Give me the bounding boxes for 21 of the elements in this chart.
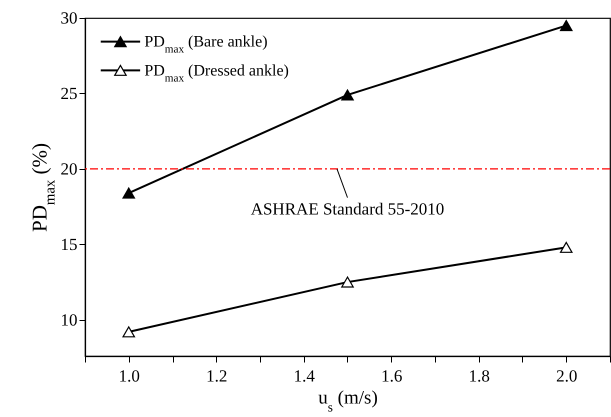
x-tick-label: 2.0 (556, 366, 578, 386)
y-tick-label: 20 (60, 159, 78, 178)
y-tick-label: 15 (60, 234, 78, 254)
legend-label: PD$_{max}$ (Dressed ankle) (144, 62, 289, 84)
ref-line-label: ASHRAE Standard 55-2010 (250, 199, 444, 218)
point (341, 89, 354, 100)
point (341, 276, 354, 288)
y-tick-label: 10 (60, 310, 78, 330)
x-tick-label: 1.6 (381, 366, 402, 386)
point (560, 20, 573, 32)
point (122, 188, 136, 199)
x-tick-label: 1.4 (294, 366, 316, 386)
point (560, 242, 573, 253)
x-tick-label: 1.0 (118, 366, 140, 386)
y-tick-label: 30 (60, 8, 78, 28)
point (122, 326, 136, 338)
x-tick-label: 1.2 (206, 366, 228, 386)
x-axis-title: u$_{s}$ (m/s) (318, 388, 378, 414)
y-tick-label: 25 (60, 84, 78, 103)
legend-label: PD$_{max}$ (Bare ankle) (144, 34, 268, 56)
x-tick-label: 1.8 (468, 366, 490, 386)
